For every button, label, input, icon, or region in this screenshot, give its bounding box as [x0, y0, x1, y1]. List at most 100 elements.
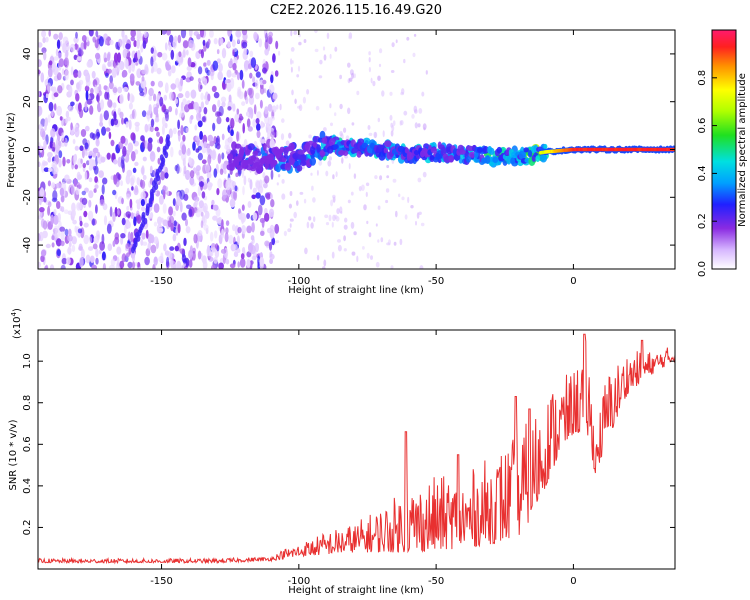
spectrogram-track-cell — [356, 150, 362, 158]
spectrogram-noise-cell — [95, 30, 99, 37]
spectrogram-faint-cell — [390, 130, 394, 137]
spectrogram-noise-cell — [221, 101, 226, 108]
spectrogram-noise-cell — [263, 182, 268, 189]
spectrogram-track-cell — [310, 145, 316, 155]
spectrogram-noise-cell — [69, 43, 76, 53]
spectrogram-noise-cell — [128, 65, 132, 74]
spectrogram-noise-cell — [236, 131, 240, 142]
spectrogram-noise-cell — [125, 173, 131, 185]
spectrogram-noise-cell — [241, 247, 245, 254]
spectrogram-track-cell — [321, 137, 328, 144]
spectrogram-noise-cell — [99, 241, 105, 251]
spectrogram-faint-cell — [347, 199, 351, 204]
spectrogram-noise-cell — [110, 258, 116, 267]
spectrogram-track-cell — [466, 156, 471, 163]
spectrogram-noise-cell — [181, 144, 187, 155]
spectrogram-noise-cell — [214, 142, 218, 149]
spectrogram-track-cell — [297, 153, 302, 160]
spectrogram-noise-cell — [134, 262, 138, 267]
spectrogram-noise-cell — [74, 164, 78, 170]
spectrogram-noise-cell — [184, 187, 190, 194]
spectrogram-noise-cell — [182, 49, 186, 58]
spectrogram-ticks: -150 -100 -50 0 40 20 0 -20 -40 — [22, 30, 675, 287]
spectrogram-noise-cell — [253, 31, 258, 41]
spectrogram-faint-cell — [386, 175, 390, 179]
spectrogram-noise-cell — [142, 174, 147, 181]
spectrogram-noise-cell — [140, 206, 146, 212]
spectrogram-faint-cell — [290, 47, 295, 52]
snr-line — [38, 333, 675, 565]
spectrogram-noise-cell — [137, 261, 141, 268]
spectrogram-faint-cell — [344, 217, 348, 223]
snr-ytick-label: 1.0 — [22, 353, 33, 369]
spectrogram-noise-cell — [185, 226, 191, 234]
spectrogram-noise-cell — [206, 144, 211, 154]
spectrogram-noise-cell — [270, 199, 275, 208]
spectrogram-track-cell — [267, 153, 275, 162]
spectrogram-noise-cell — [60, 240, 65, 247]
spectrogram-noise-cell — [120, 180, 123, 187]
spectrogram-noise-cell — [243, 60, 250, 71]
spectrogram-noise-cell — [38, 261, 41, 268]
spectrogram-noise-cell — [148, 95, 152, 101]
spectrogram-noise-cell — [136, 68, 142, 79]
spectrogram-noise-cell — [43, 196, 47, 203]
snr-ytick-label: 0.4 — [22, 478, 33, 494]
spectrogram-noise-cell — [78, 243, 83, 251]
spectrogram-noise-cell — [85, 254, 91, 264]
spectrogram-noise-cell — [39, 187, 45, 198]
spectrogram-noise-cell — [134, 121, 140, 127]
spectrogram-noise-cell — [161, 30, 167, 35]
spectrogram-noise-cell — [92, 243, 98, 250]
spectrogram-noise-cell — [147, 242, 152, 251]
spectrogram-noise-cell — [247, 126, 253, 132]
spectrogram-noise-cell — [85, 125, 90, 132]
spectrogram-noise-cell — [45, 36, 49, 43]
spectrogram-noise-cell — [185, 127, 189, 133]
spectrogram-noise-cell — [228, 234, 234, 244]
spectrogram-xtick-label: -150 — [150, 276, 173, 287]
spectrogram-faint-cell — [335, 171, 338, 178]
spectrogram-noise-cell — [59, 116, 63, 121]
spectrogram-noise-cell — [182, 258, 188, 264]
spectrogram-noise-cell — [77, 228, 83, 234]
spectrogram-noise-cell — [106, 223, 112, 234]
spectrogram-noise-cell — [138, 32, 144, 38]
spectrogram-noise-cell — [251, 222, 255, 233]
spectrogram-noise-cell — [44, 121, 47, 131]
spectrogram-faint-cell — [341, 157, 344, 164]
spectrogram-noise-cell — [241, 167, 245, 179]
spectrogram-noise-cell — [173, 220, 177, 227]
spectrogram-faint-cell — [290, 30, 293, 37]
spectrogram-faint-cell — [415, 220, 417, 226]
spectrogram-faint-cell — [368, 66, 371, 73]
spectrogram-faint-cell — [386, 164, 390, 169]
spectrogram-noise-cell — [185, 218, 188, 227]
spectrogram-noise-cell — [236, 248, 241, 254]
spectrogram-faint-cell — [377, 75, 381, 81]
spectrogram-noise-cell — [166, 256, 170, 268]
spectrogram-noise-cell — [108, 118, 112, 127]
spectrogram-noise-cell — [141, 69, 147, 75]
spectrogram-track-cell — [523, 147, 529, 153]
spectrogram-noise-cell — [125, 43, 131, 50]
spectrogram-noise-cell — [38, 161, 41, 168]
spectrogram-noise-cell — [108, 131, 112, 140]
spectrogram-noise-cell — [270, 116, 276, 121]
spectrogram-noise-cell — [157, 51, 163, 58]
spectrogram-noise-cell — [38, 105, 43, 116]
spectrogram-faint-cell — [375, 261, 380, 268]
spectrogram-faint-cell — [350, 221, 355, 229]
spectrogram-noise-cell — [84, 85, 90, 92]
spectrogram-track-cell — [543, 143, 548, 150]
spectrogram-faint-cell — [372, 80, 376, 87]
spectrogram-noise-cell — [232, 224, 236, 232]
spectrogram-noise-cell — [140, 79, 147, 89]
spectrogram-noise-cell — [249, 72, 253, 79]
spectrogram-noise-cell — [163, 108, 169, 115]
spectrogram-faint-cell — [375, 223, 378, 227]
spectrogram-faint-cell — [381, 90, 385, 97]
spectrogram-noise-cell — [102, 65, 107, 72]
spectrogram-track-cell — [413, 149, 420, 156]
spectrogram-faint-cell — [343, 224, 348, 230]
